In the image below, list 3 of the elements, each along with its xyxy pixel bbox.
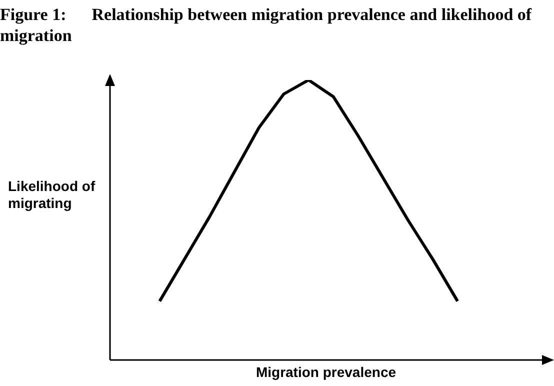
y-axis-title: Likelihood of migrating <box>8 178 96 212</box>
chart-title: Figure 1: Relationship between migration prevalence and likelihood of migration <box>0 4 533 46</box>
x-axis-title: Migration prevalence <box>254 364 398 380</box>
